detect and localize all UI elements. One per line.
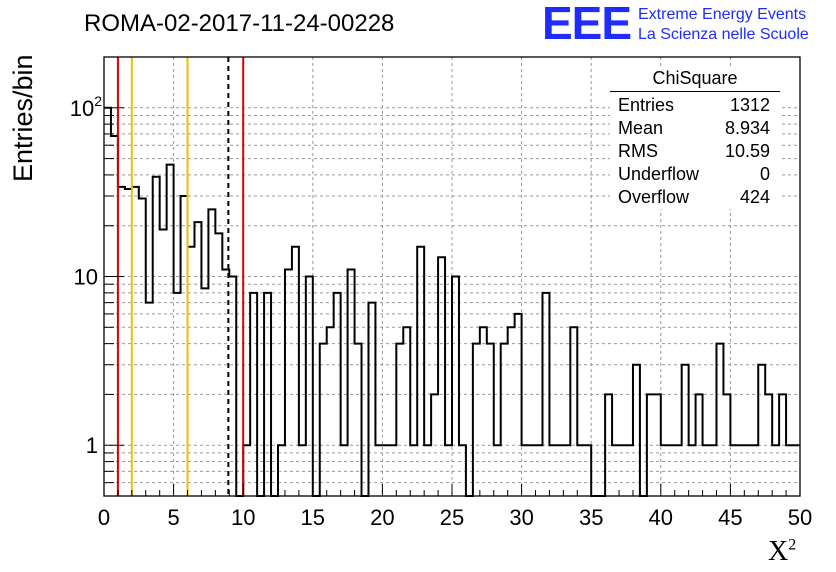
histogram-bin [306,277,313,497]
histogram-bin [118,187,125,496]
histogram-bin [473,344,480,496]
stat-row-entries: Entries 1312 [610,94,780,117]
histogram-bin [139,198,146,496]
stat-value: 424 [739,187,770,207]
histogram-bin [508,327,515,496]
histogram-bin [480,327,487,496]
histogram-bin [327,327,334,496]
y-tick-base: 10 [74,265,98,290]
x-tick-label: 15 [301,505,325,530]
histogram-bin [181,196,188,496]
histogram-bin [132,187,139,496]
stat-value: 8.934 [724,118,770,138]
eee-logo: EEE Extreme Energy Events La Scienza nel… [542,0,832,49]
histogram-bin [167,165,174,496]
x-axis-label-base: X [768,536,789,567]
stat-value: 0 [759,164,770,184]
stat-row-overflow: Overflow 424 [610,186,780,209]
histogram-bin [452,277,459,497]
histogram-bin [368,303,375,496]
histogram-bin [104,108,111,496]
stat-label: RMS [618,141,658,161]
y-tick-exponent: 2 [94,93,102,109]
histogram-bin [403,327,410,496]
x-tick-label: 0 [98,505,110,530]
histogram-bin [125,189,132,496]
stat-label: Overflow [618,187,690,207]
stats-box: ChiSquare Entries 1312 Mean 8.934 RMS 10… [610,68,780,209]
logo-line-1: Extreme Energy Events [638,6,807,23]
histogram-bin [160,229,167,496]
histogram-bin [229,277,236,497]
stat-value: 10.59 [724,141,770,161]
histogram-bin [201,288,208,496]
x-tick-label: 40 [649,505,673,530]
x-tick-label: 25 [440,505,464,530]
x-tick-label: 35 [579,505,603,530]
y-tick-label: 102 [70,93,102,121]
histogram-bin [396,344,403,496]
y-tick-base: 10 [70,96,94,121]
y-tick-label: 1 [86,433,98,458]
x-tick-label: 30 [509,505,533,530]
histogram-outline [104,106,800,497]
chart-title: ROMA-02-2017-11-24-00228 [84,10,395,37]
stat-label: Underflow [618,164,700,184]
stat-value: 1312 [729,95,770,115]
histogram-bin [355,344,362,496]
stat-row-underflow: Underflow 0 [610,163,780,186]
axis-ticks [103,107,801,496]
histogram-bin [633,365,640,496]
y-axis-label: Entries/bin [8,54,38,182]
y-tick-base: 1 [86,433,98,458]
histogram-bin [716,344,723,496]
histogram-bin [111,136,118,496]
reference-lines [116,57,245,496]
x-axis-label-exponent: 2 [788,536,797,554]
histogram-bin [153,177,160,496]
histogram-bin [487,344,494,496]
x-tick-label: 45 [718,505,742,530]
histogram-bin [320,344,327,496]
histogram-bin [194,222,201,496]
y-tick-label: 10 [74,265,98,290]
x-tick-label: 50 [788,505,812,530]
logo-mark: EEE [542,0,632,49]
histogram-bin [758,365,765,496]
stat-row-rms: RMS 10.59 [610,140,780,163]
x-axis-label: X2 [768,536,796,568]
stat-row-mean: Mean 8.934 [610,117,780,140]
histogram-bin [570,327,577,496]
histogram-bin [501,344,508,496]
stat-label: Entries [618,95,675,115]
x-tick-label: 10 [231,505,255,530]
x-tick-label: 20 [370,505,394,530]
logo-line-2: La Scienza nelle Scuole [638,26,809,43]
histogram-bin [682,365,689,496]
stats-title: ChiSquare [610,68,780,92]
x-tick-label: 5 [167,505,179,530]
histogram-bin [515,314,522,496]
histogram-series [104,106,800,497]
stat-label: Mean [618,118,664,138]
histogram-bin [146,303,153,496]
